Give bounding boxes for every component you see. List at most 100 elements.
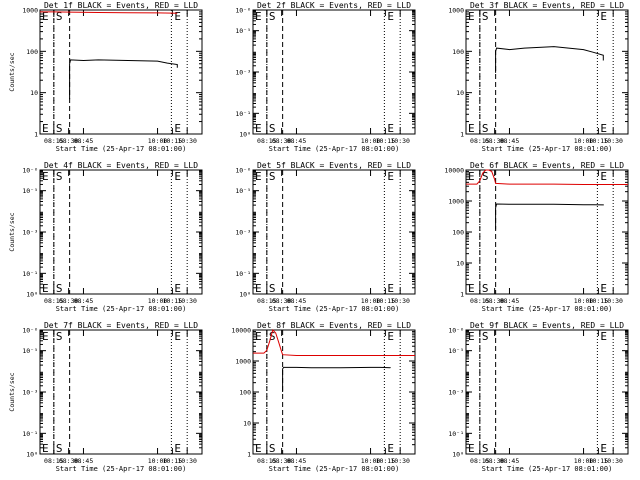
x-axis-label: Start Time (25-Apr-17 08:01:00)	[269, 145, 400, 153]
time-marker-label: E	[42, 330, 49, 343]
time-marker-label: S	[482, 10, 489, 23]
time-marker-label: E	[387, 330, 394, 343]
y-tick-label: 10⁻⁵	[22, 347, 38, 355]
y-tick-label: 10	[243, 420, 251, 428]
detector-panel-4: Det 4f BLACK = Events, RED = LLD 10⁰ 10⁻¹ 1…	[8, 161, 203, 313]
y-tick-label: 10⁻⁵	[235, 187, 251, 195]
x-tick-label: 10:00	[148, 297, 168, 305]
y-tick-label: 1000	[22, 7, 38, 15]
y-axis-label: Counts/sec	[8, 52, 16, 91]
y-tick-label: 100	[239, 389, 251, 397]
time-marker-label: E	[600, 282, 607, 295]
x-tick-label: 08:30	[59, 137, 79, 145]
x-axis-label: Start Time (25-Apr-17 08:01:00)	[269, 465, 400, 473]
time-marker-label: S	[482, 442, 489, 455]
time-marker-label: E	[174, 282, 181, 295]
time-marker-label: E	[255, 442, 262, 455]
y-tick-label: 10⁰	[26, 291, 38, 299]
x-axis-label: Start Time (25-Apr-17 08:01:00)	[56, 465, 187, 473]
detector-panel-8: Det 8f BLACK = Events, RED = LLD 1 10 100 10…	[231, 321, 416, 473]
y-tick-label: 10⁰	[26, 451, 38, 459]
x-tick-label: 10:15	[376, 137, 396, 145]
x-tick-label: 08:45	[74, 137, 94, 145]
detector-panel-6: Det 6f BLACK = Events, RED = LLD 1 10 100 10…	[444, 161, 629, 313]
x-tick-label: 10:00	[148, 137, 168, 145]
x-tick-label: 08:15	[257, 137, 277, 145]
x-tick-label: 10:30	[603, 137, 623, 145]
x-tick-label: 10:15	[163, 457, 183, 465]
y-tick-label: 10	[30, 89, 38, 97]
x-tick-label: 10:00	[574, 137, 594, 145]
x-tick-label: 10:15	[163, 137, 183, 145]
panel-title: Det 8f BLACK = Events, RED = LLD	[257, 321, 411, 330]
y-tick-label: 10	[456, 89, 464, 97]
x-tick-label: 08:45	[287, 457, 307, 465]
x-tick-label: 08:45	[74, 297, 94, 305]
y-tick-label: 1	[247, 451, 251, 459]
time-marker-label: E	[255, 282, 262, 295]
x-tick-label: 08:15	[470, 297, 490, 305]
x-tick-label: 08:30	[272, 457, 292, 465]
time-marker-label: S	[482, 170, 489, 183]
y-tick-label: 10⁻⁶	[22, 167, 38, 175]
x-tick-label: 08:15	[257, 457, 277, 465]
y-axis-label: Counts/sec	[8, 372, 16, 411]
plot-frame	[465, 9, 629, 135]
y-tick-label: 10⁻¹	[235, 110, 251, 118]
y-tick-label: 10⁰	[239, 131, 251, 139]
x-tick-label: 08:30	[272, 297, 292, 305]
y-tick-label: 100	[452, 229, 464, 237]
x-tick-label: 08:30	[272, 137, 292, 145]
panel-title: Det 6f BLACK = Events, RED = LLD	[470, 161, 624, 170]
time-marker-label: E	[600, 330, 607, 343]
detector-panel-3: Det 3f BLACK = Events, RED = LLD 1 10 100 10…	[448, 1, 629, 153]
y-tick-label: 10⁻⁶	[448, 327, 464, 335]
time-marker-label: E	[600, 10, 607, 23]
time-marker-label: E	[174, 10, 181, 23]
x-tick-label: 08:30	[485, 297, 505, 305]
x-tick-label: 10:00	[148, 457, 168, 465]
x-tick-label: 08:30	[485, 137, 505, 145]
y-tick-label: 100	[452, 48, 464, 56]
time-marker-label: E	[255, 170, 262, 183]
y-tick-label: 1000	[235, 358, 251, 366]
x-tick-label: 08:15	[44, 137, 64, 145]
panel-title: Det 2f BLACK = Events, RED = LLD	[257, 1, 411, 10]
x-axis-label: Start Time (25-Apr-17 08:01:00)	[482, 145, 613, 153]
x-tick-label: 10:30	[390, 297, 410, 305]
plot-frame	[252, 9, 416, 135]
time-marker-label: E	[387, 10, 394, 23]
time-marker-label: S	[56, 170, 63, 183]
time-marker-label: S	[482, 122, 489, 135]
time-marker-label: E	[468, 330, 475, 343]
events-rate-line	[69, 59, 178, 100]
x-tick-label: 10:30	[390, 457, 410, 465]
time-marker-label: E	[174, 122, 181, 135]
time-marker-label: S	[56, 122, 63, 135]
lld-rate-line	[40, 11, 178, 14]
y-tick-label: 10000	[444, 167, 464, 175]
panel-title: Det 5f BLACK = Events, RED = LLD	[257, 161, 411, 170]
time-marker-label: E	[255, 122, 262, 135]
x-tick-label: 10:30	[177, 457, 197, 465]
y-tick-label: 10	[456, 260, 464, 268]
x-tick-label: 08:45	[500, 137, 520, 145]
panel-title: Det 4f BLACK = Events, RED = LLD	[44, 161, 198, 170]
events-rate-line	[282, 366, 391, 392]
detector-panel-2: Det 2f BLACK = Events, RED = LLD 10⁰ 10⁻¹ 1…	[235, 1, 416, 153]
x-tick-label: 10:15	[589, 457, 609, 465]
detector-panel-9: Det 9f BLACK = Events, RED = LLD 10⁰ 10⁻¹ 1…	[448, 321, 629, 473]
panel-title: Det 3f BLACK = Events, RED = LLD	[470, 1, 624, 10]
x-tick-label: 08:15	[257, 297, 277, 305]
time-marker-label: E	[42, 282, 49, 295]
x-tick-label: 08:15	[44, 457, 64, 465]
x-tick-label: 10:30	[177, 297, 197, 305]
time-marker-label: S	[269, 122, 276, 135]
x-tick-label: 08:45	[500, 457, 520, 465]
time-marker-label: S	[269, 170, 276, 183]
x-tick-label: 08:15	[470, 137, 490, 145]
y-tick-label: 10⁰	[239, 291, 251, 299]
x-tick-label: 08:45	[74, 457, 94, 465]
x-tick-label: 10:15	[163, 297, 183, 305]
detector-panel-7: Det 7f BLACK = Events, RED = LLD 10⁰ 10⁻¹ 1…	[8, 321, 203, 473]
